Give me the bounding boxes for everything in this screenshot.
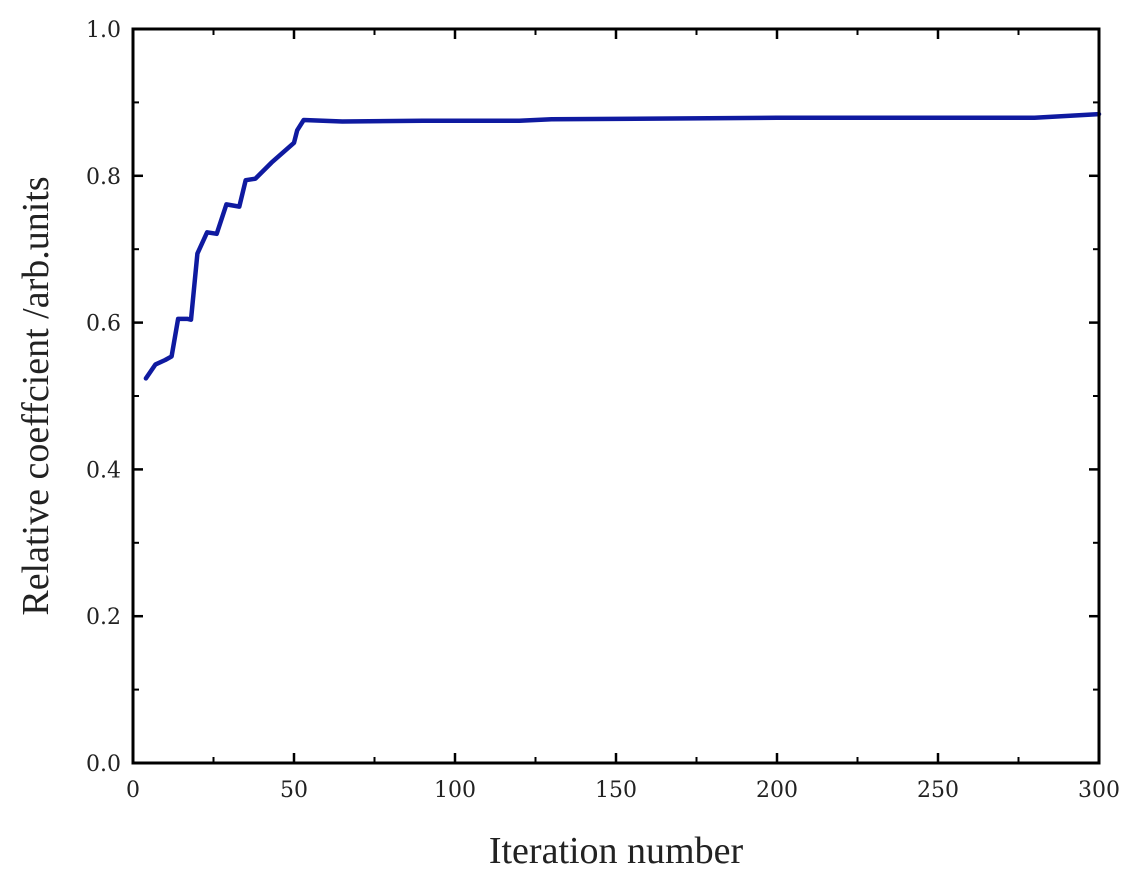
y-tick-label: 0.6 [86,312,121,337]
x-tick-label: 150 [595,778,637,803]
x-tick-label: 200 [756,778,798,803]
y-tick-label: 1.0 [86,18,121,43]
x-axis-ticks: 0 50 100 150 200 250 300 [126,29,1120,803]
x-tick-label: 0 [126,778,140,803]
x-tick-label: 250 [917,778,959,803]
y-tick-label: 0.0 [86,752,121,777]
y-axis-ticks: 0.0 0.2 0.4 0.6 0.8 1.0 [86,18,1099,777]
series-line [143,111,1102,381]
x-tick-label: 100 [434,778,476,803]
plot-frame [131,27,1101,765]
x-tick-label: 50 [280,778,308,803]
y-axis-title: Relative coeffcient /arb.units [15,176,57,615]
y-tick-label: 0.2 [86,605,121,630]
y-tick-label: 0.4 [86,458,121,483]
y-tick-label: 0.8 [86,165,121,190]
x-axis-title: Iteration number [489,830,744,872]
x-tick-label: 300 [1078,778,1120,803]
series-group [143,111,1102,381]
